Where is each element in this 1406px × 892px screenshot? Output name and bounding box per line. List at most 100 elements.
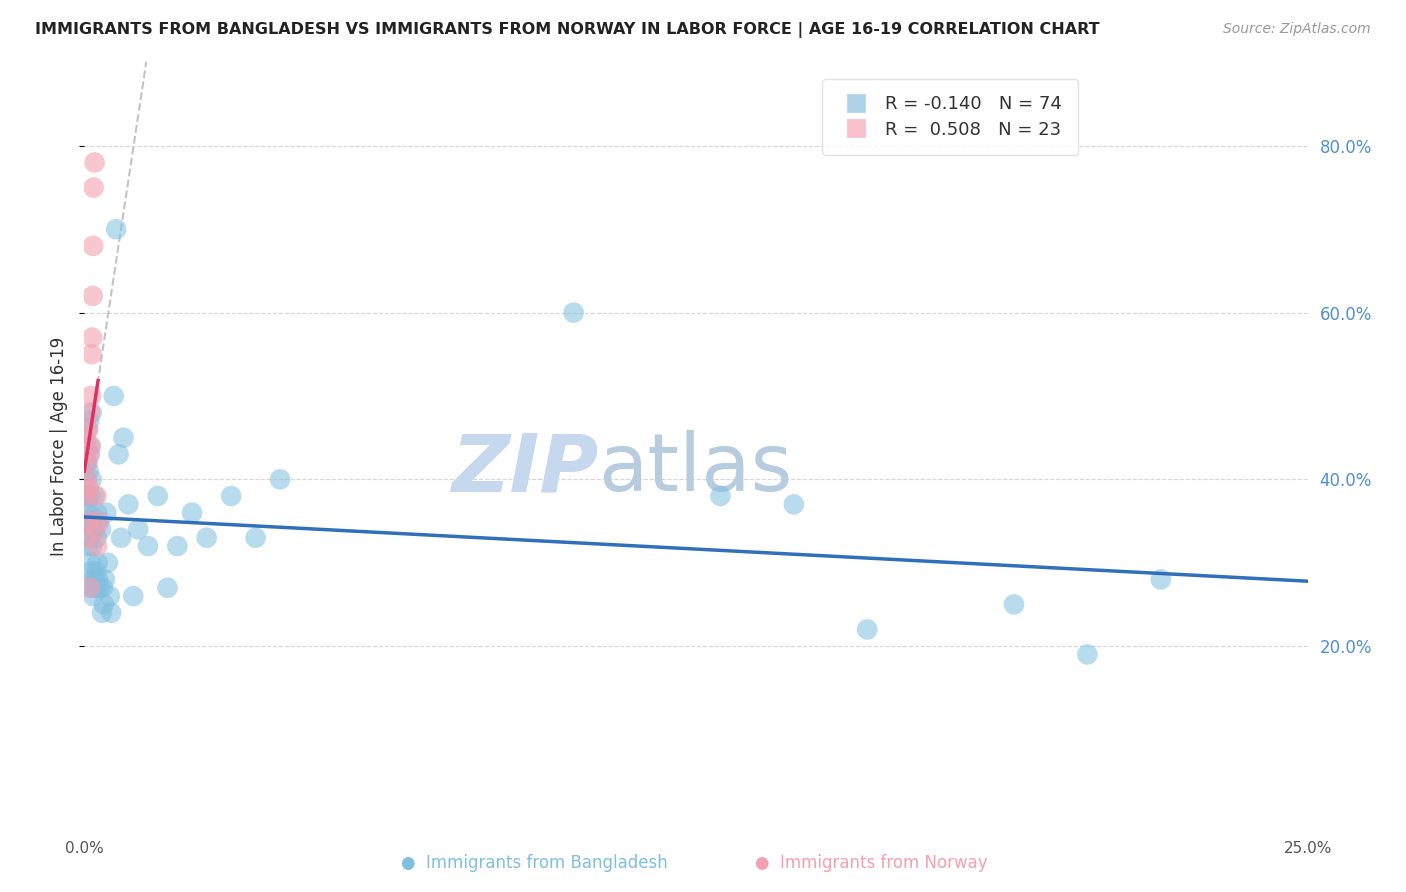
Point (84, 573, 107, 587)
Point (75, 472, 97, 486)
Point (82, 589, 104, 603)
Point (83, 522, 105, 536)
Point (219, 489, 242, 503)
Point (91, 606, 114, 620)
Point (76, 489, 98, 503)
Point (76, 439, 98, 453)
Text: atlas: atlas (598, 430, 793, 508)
Point (82, 239, 104, 253)
Point (100, 606, 122, 620)
Point (77, 506, 100, 520)
Point (90, 522, 112, 536)
Point (75, 489, 97, 503)
Point (84, 564, 107, 578)
Point (77, 539, 100, 553)
Point (79, 581, 101, 595)
Point (76, 456, 98, 470)
Point (84, 522, 107, 536)
Point (80, 472, 103, 486)
Point (83, 581, 105, 595)
Point (80, 439, 103, 453)
Point (76, 422, 98, 436)
Point (77, 447, 100, 461)
Point (82, 289, 104, 303)
Point (1150, 573, 1173, 587)
Point (86, 531, 108, 545)
Point (105, 222, 128, 236)
Point (103, 389, 125, 403)
Point (80, 581, 103, 595)
Point (79, 439, 101, 453)
Point (76, 472, 98, 486)
Point (80, 389, 103, 403)
Point (97, 556, 120, 570)
Point (82, 330, 104, 344)
Point (94, 573, 117, 587)
Text: Source: ZipAtlas.com: Source: ZipAtlas.com (1223, 22, 1371, 37)
Point (783, 497, 806, 511)
Point (77, 481, 100, 495)
Point (87, 573, 110, 587)
Point (156, 581, 179, 595)
Point (122, 589, 145, 603)
Point (83, 489, 105, 503)
Point (83, 180, 105, 194)
Legend: R = -0.140   N = 74, R =  0.508   N = 23: R = -0.140 N = 74, R = 0.508 N = 23 (823, 79, 1078, 155)
Point (77, 464, 100, 478)
Point (76, 456, 98, 470)
Y-axis label: In Labor Force | Age 16-19: In Labor Force | Age 16-19 (51, 336, 69, 556)
Point (76, 514, 98, 528)
Point (82, 522, 104, 536)
Text: IMMIGRANTS FROM BANGLADESH VS IMMIGRANTS FROM NORWAY IN LABOR FORCE | AGE 16-19 : IMMIGRANTS FROM BANGLADESH VS IMMIGRANTS… (35, 22, 1099, 38)
Point (79, 531, 101, 545)
Point (77, 489, 100, 503)
Text: ●  Immigrants from Norway: ● Immigrants from Norway (755, 855, 988, 872)
Point (76, 514, 98, 528)
Point (75, 531, 97, 545)
Point (80, 556, 103, 570)
Point (77, 414, 100, 428)
Point (269, 472, 291, 486)
Point (80, 564, 103, 578)
Point (110, 531, 132, 545)
Point (75, 456, 97, 470)
Point (83, 155, 105, 169)
Point (82, 573, 104, 587)
Point (709, 489, 731, 503)
Point (195, 531, 218, 545)
Point (86, 539, 108, 553)
Point (112, 431, 135, 445)
Point (76, 506, 98, 520)
Point (79, 489, 101, 503)
Point (86, 581, 108, 595)
Point (96, 506, 118, 520)
Point (75, 489, 97, 503)
Point (87, 514, 110, 528)
Point (93, 598, 115, 612)
Point (245, 531, 267, 545)
Point (136, 539, 159, 553)
Point (562, 305, 585, 319)
Point (127, 522, 149, 536)
Point (79, 447, 101, 461)
Point (1076, 648, 1098, 662)
Point (82, 539, 104, 553)
Point (77, 422, 100, 436)
Point (80, 347, 103, 361)
Point (84, 514, 107, 528)
Point (75, 431, 97, 445)
Text: ZIP: ZIP (451, 430, 598, 508)
Point (80, 514, 103, 528)
Point (80, 406, 103, 420)
Point (87, 514, 110, 528)
Point (1002, 598, 1025, 612)
Point (91, 581, 114, 595)
Point (117, 497, 139, 511)
Point (166, 539, 188, 553)
Point (181, 506, 204, 520)
Point (86, 506, 108, 520)
Point (107, 447, 129, 461)
Point (86, 489, 108, 503)
Point (856, 623, 879, 637)
Point (146, 489, 169, 503)
